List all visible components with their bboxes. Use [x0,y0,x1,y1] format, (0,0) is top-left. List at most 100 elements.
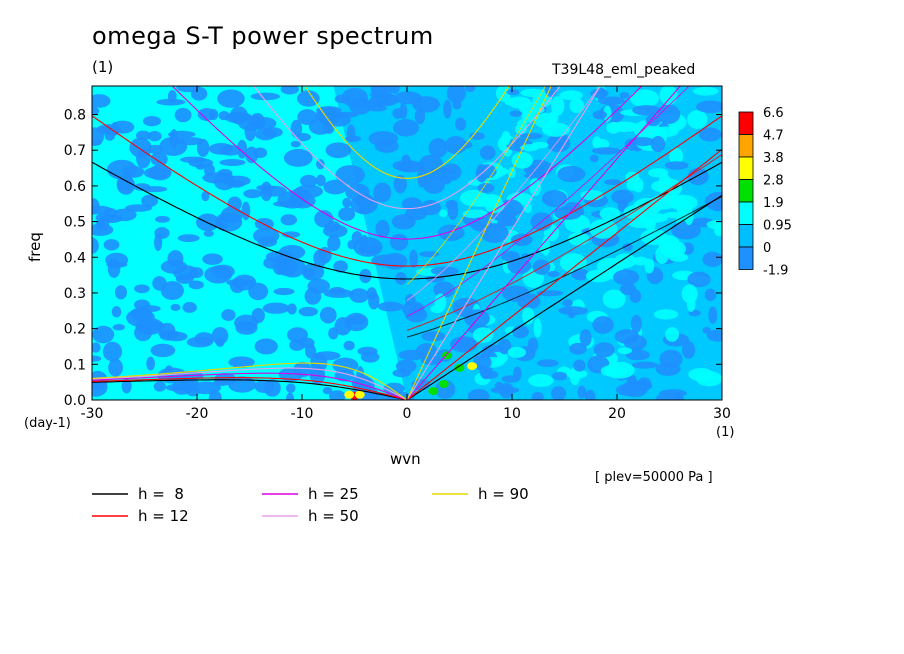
heatmap-patch [153,381,166,392]
gravity-curve-h12 [92,115,722,267]
legend-label-3: h = 50 [308,507,359,525]
heatmap-patch [671,220,701,240]
heatmap-patch [423,176,445,194]
heatmap-patch [367,104,387,112]
heatmap-patch [688,367,714,382]
heatmap-patch [107,258,121,278]
heatmap-patch [290,140,301,148]
heatmap-patch [513,366,522,381]
heatmap-patch [147,131,162,142]
heatmap-patch [138,305,161,313]
pressure-level-note: [ plev=50000 Pa ] [595,470,713,485]
heatmap-patch [480,370,499,380]
heatmap-patch [261,185,287,197]
heatmap-patch [383,382,405,395]
heatmap-patch [623,334,647,351]
colorbar-label-7: -1.9 [763,264,788,279]
heatmap-patch [221,309,236,321]
heatmap-patch [522,307,535,325]
heatmap-patch [334,94,351,104]
heatmap-patch [632,105,661,116]
heatmap-patch [569,98,585,113]
heatmap-patch [182,302,197,313]
heatmap-patch [108,358,123,377]
heatmap-patch [593,138,610,150]
heatmap-patch [325,112,351,127]
heatmap-patch [562,299,573,307]
x-tick-label-4: 10 [503,406,521,422]
heatmap-patch [112,208,137,222]
heatmap-patch [653,309,679,320]
heatmap-patch [392,369,411,378]
heatmap-patch [230,279,245,294]
heatmap-patch [507,96,531,109]
heatmap-patch [706,220,722,230]
heatmap-patch [106,159,137,180]
heatmap-patch [196,138,210,157]
heatmap-patch [611,189,634,205]
heatmap-patch [479,145,496,160]
heatmap-patch [287,303,297,315]
heatmap-patch [441,163,462,181]
heatmap-patch [106,261,128,268]
heatmap-patch [467,388,490,400]
heatmap-patch [327,235,341,252]
heatmap-patch [370,91,387,99]
heatmap-patch [420,200,441,216]
heatmap-patch [520,144,539,152]
legend-label-1: h = 12 [138,507,189,525]
heatmap-patch [227,376,257,393]
heatmap-highlight-3 [428,387,439,396]
y-tick-label-0: 0.0 [64,393,86,409]
heatmap-patch [297,109,318,125]
legend-label-2: h = 25 [308,485,359,503]
heatmap-patch [547,270,560,278]
heatmap-patch [548,111,559,125]
heatmap-patch [160,281,184,301]
y-tick-label-2: 0.2 [64,322,86,338]
heatmap-patch [190,86,208,101]
heatmap-patch [414,108,426,125]
heatmap-patch [171,379,193,395]
heatmap-patch [245,146,259,164]
colorbar-label-6: 0 [763,241,771,256]
heatmap-patch [366,287,377,300]
heatmap-patch [579,329,592,347]
heatmap-patch [577,385,587,399]
heatmap-patch [254,338,278,355]
heatmap-patch [248,282,269,301]
heatmap-patch [297,90,320,107]
heatmap-patch [393,119,420,137]
heatmap-patch [213,379,230,386]
heatmap-patch [464,86,476,93]
heatmap-patch [315,174,326,187]
heatmap-patch [167,130,196,138]
heatmap-patch [280,86,299,95]
heatmap-patch [546,134,571,153]
heatmap-patch [523,202,532,213]
heatmap-patch [333,260,348,273]
heatmap-patch [346,315,366,325]
gravity-curve-h25 [171,86,643,240]
heatmap-patch [550,386,567,400]
heatmap-patch [143,167,170,179]
heatmap-patch [92,355,102,362]
rossby-curve-h12 [92,377,408,400]
y-tick-label-4: 0.4 [64,250,86,266]
heatmap-patch [702,326,711,334]
heatmap-patch [494,381,504,390]
heatmap-patch [682,341,696,359]
heatmap-patch [673,391,683,400]
heatmap-patch [235,320,258,335]
heatmap-patch [479,223,509,243]
heatmap-patch [150,343,176,358]
heatmap-patch [559,90,583,101]
heatmap-patch [580,190,604,201]
heatmap-patch [226,111,252,120]
heatmap-patch [389,86,400,94]
run-name: T39L48_eml_peaked [552,62,696,78]
heatmap-patch [343,340,355,351]
heatmap-patch [552,371,568,381]
heatmap-patch [177,234,200,242]
heatmap-patch [512,325,529,339]
